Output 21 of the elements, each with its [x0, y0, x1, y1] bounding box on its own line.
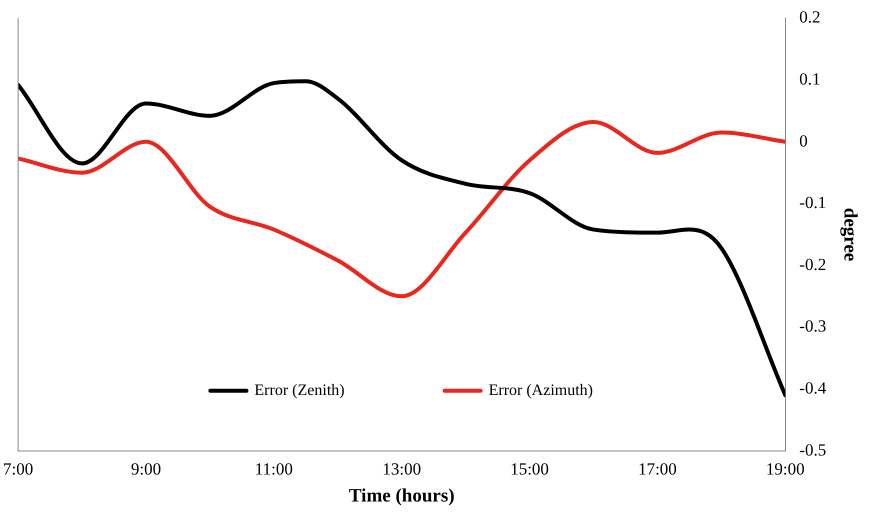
x-tick-label: 7:00 [2, 459, 34, 478]
y-tick-label: -0.3 [799, 316, 826, 336]
y-tick-label: -0.2 [799, 254, 826, 274]
line-series [18, 79, 786, 398]
y-tick-label: -0.4 [799, 378, 827, 398]
y-tick-label: 0.2 [799, 8, 821, 27]
x-tick-label: 13:00 [382, 459, 422, 478]
y-axis-title: degree [840, 208, 861, 262]
x-tick-label: 11:00 [254, 459, 293, 478]
x-axis-title: Time (hours) [348, 486, 455, 507]
x-tick-label: 19:00 [766, 459, 805, 478]
legend-label: Error (Azimuth) [488, 382, 593, 400]
y-tick-label: -0.1 [799, 193, 826, 212]
x-tick-label: 9:00 [130, 459, 162, 478]
y-tick-label: 0 [799, 131, 808, 150]
line-series [18, 120, 786, 298]
legend-label: Error (Zenith) [254, 382, 345, 400]
x-tick-label: 15:00 [510, 459, 549, 478]
x-tick-label: 17:00 [638, 459, 677, 478]
y-tick-label: -0.5 [799, 440, 826, 460]
y-tick-label: 0.1 [799, 69, 821, 88]
